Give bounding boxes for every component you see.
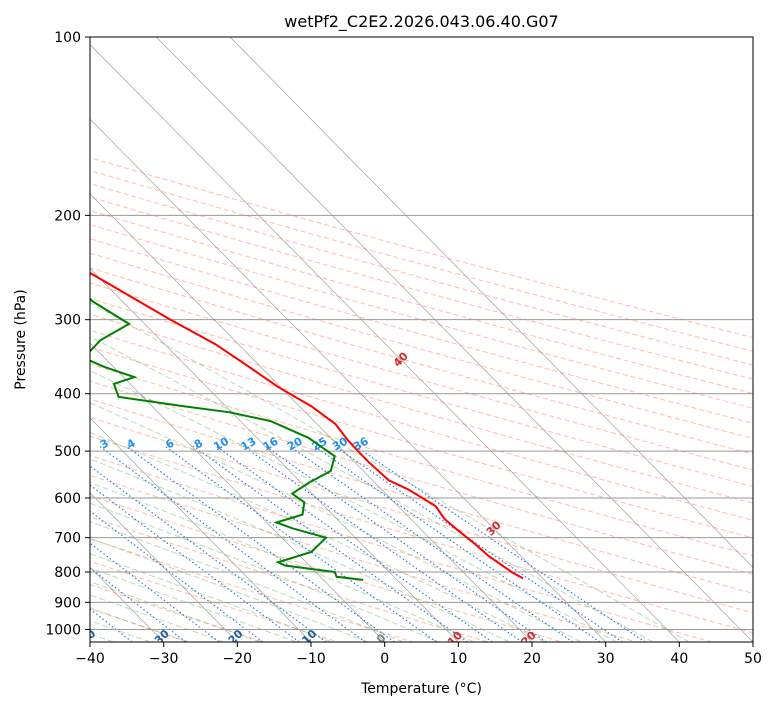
dry-adiabat-line — [90, 329, 753, 521]
background-lines — [90, 37, 753, 642]
dry-adiabat-line — [90, 454, 712, 642]
y-tick-label: 700 — [54, 531, 81, 547]
mixing-ratio-line — [313, 445, 601, 642]
x-tick-label: −20 — [223, 651, 253, 667]
moist-adiabat-line — [90, 302, 690, 642]
isotherm-line — [90, 43, 680, 642]
dry-adiabat-line — [90, 238, 753, 424]
mixing-ratio-line — [90, 465, 327, 642]
x-tick-label: 10 — [449, 651, 467, 667]
y-tick-label: 100 — [54, 30, 81, 46]
mixing-ratio-line — [288, 445, 574, 642]
dry-adiabat-line — [90, 398, 753, 594]
moist-adiabat-line — [90, 502, 439, 642]
x-axis-ticks: −40 −30 −20 −10 0 10 20 30 40 50 — [75, 642, 762, 667]
moist-adiabat-line — [90, 521, 404, 642]
dry-adiabat-line — [90, 416, 753, 614]
y-tick-label: 600 — [54, 491, 81, 507]
dry-adiabat-line — [90, 223, 753, 409]
x-tick-label: 40 — [670, 651, 688, 667]
x-axis-label: Temperature (°C) — [360, 681, 482, 697]
x-tick-label: 30 — [597, 651, 615, 667]
dry-adiabat-line — [90, 170, 753, 352]
mixing-ratio-line — [90, 484, 300, 642]
moist-adiabat-line — [90, 581, 261, 642]
dry-adiabat-line — [90, 474, 638, 642]
mixing-ratio-line — [90, 510, 264, 642]
moist-adiabat-line — [90, 537, 368, 642]
y-tick-label: 300 — [54, 313, 81, 329]
isotherm-line — [156, 37, 753, 642]
dry-adiabat-line — [90, 313, 753, 504]
y-axis-label: Pressure (hPa) — [13, 289, 29, 389]
x-tick-label: −10 — [296, 651, 326, 667]
x-tick-label: 0 — [380, 651, 389, 667]
dry-adiabat-line — [90, 363, 753, 557]
isotherm-label: 0 — [374, 631, 389, 646]
moist-adiabat-line — [90, 481, 475, 642]
dry-adiabat-line — [90, 297, 753, 488]
y-tick-label: 200 — [54, 208, 81, 224]
dewpoint-profile-line — [90, 297, 364, 581]
moist-adiabat-line — [90, 402, 581, 642]
moist-adiabat-line — [90, 567, 297, 642]
mixing-ratio-line — [333, 445, 623, 642]
mixing-ratio-line — [192, 445, 468, 642]
y-tick-label: 400 — [54, 387, 81, 403]
y-tick-label: 500 — [54, 444, 81, 460]
isotherm-line — [90, 492, 238, 642]
y-tick-label: 800 — [54, 565, 81, 581]
isotherm-line — [90, 118, 606, 642]
moist-adiabat-line — [90, 458, 510, 642]
x-tick-label: 50 — [744, 651, 762, 667]
x-tick-label: −40 — [75, 651, 105, 667]
y-axis-ticks: 100 200 300 400 500 600 700 800 900 1000 — [45, 30, 90, 638]
isotherm-line — [90, 268, 459, 642]
x-tick-label: 20 — [523, 651, 541, 667]
y-tick-label: 1000 — [45, 622, 81, 638]
mixing-ratio-line — [164, 445, 437, 642]
isotherm-line — [229, 37, 753, 568]
dry-adiabat-line — [90, 210, 753, 395]
isotherm-line — [90, 417, 312, 642]
mixing-ratio-line — [125, 445, 395, 642]
y-tick-label: 900 — [54, 595, 81, 611]
moist-adiabat-line — [90, 336, 654, 642]
mixing-ratio-line — [264, 445, 547, 642]
isotherm-label: -40 — [75, 627, 98, 650]
moist-adiabat-line — [90, 594, 224, 642]
isotherm-line — [90, 342, 385, 642]
plot-content: -100-90-80-70-60-50-40-30-20-10010203040… — [75, 37, 753, 650]
mixing-ratio-line — [98, 445, 366, 642]
dry-adiabat-line — [90, 252, 753, 439]
temperature-profile-line — [90, 271, 524, 580]
plot-frame — [89, 36, 754, 643]
isotherm-line — [90, 193, 533, 642]
x-tick-label: −30 — [149, 651, 179, 667]
sounding-profiles — [90, 271, 524, 581]
chart-title: wetPf2_C2E2.2026.043.06.40.G07 — [284, 12, 558, 32]
plot-area — [90, 37, 753, 642]
